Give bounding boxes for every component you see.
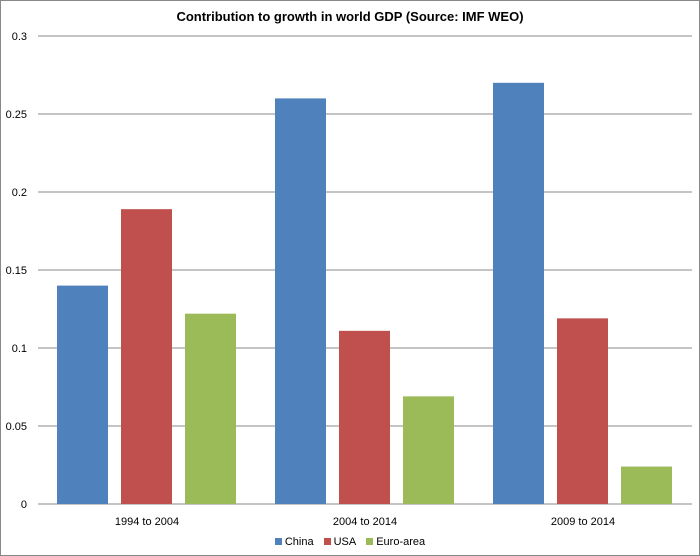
bar-china-2 [275, 98, 326, 505]
legend-item: China [274, 536, 314, 548]
legend: China USA Euro-area [0, 536, 700, 548]
y-tick-label: 0.2 [12, 187, 27, 199]
y-tick-label: 0.25 [6, 109, 27, 121]
bar-usa-2 [339, 330, 390, 504]
bar-euro-area-2 [403, 396, 454, 504]
bar-china-3 [493, 82, 544, 505]
y-tick-label: 0.15 [6, 265, 27, 277]
x-tick-label: 1994 to 2004 [115, 516, 179, 528]
legend-swatch [274, 538, 282, 545]
bar-china-1 [57, 285, 108, 504]
x-tick-label: 2009 to 2014 [551, 516, 615, 528]
y-tick-label: 0.3 [12, 31, 27, 43]
chart-title: Contribution to growth in world GDP (Sou… [176, 9, 524, 24]
legend-label: China [284, 536, 314, 548]
legend-label: USA [333, 536, 357, 548]
legend-swatch [366, 538, 374, 545]
bar-usa-3 [557, 318, 608, 504]
legend-label: Euro-area [376, 536, 426, 548]
y-tick-label: 0.1 [12, 343, 27, 355]
y-tick-label: 0 [21, 499, 27, 511]
legend-item: USA [323, 536, 357, 548]
bar-euro-area-1 [185, 313, 236, 504]
x-tick-label: 2004 to 2014 [333, 516, 397, 528]
bar-euro-area-3 [621, 466, 672, 504]
legend-swatch [323, 538, 331, 545]
bar-usa-1 [121, 209, 172, 504]
y-tick-label: 0.05 [6, 421, 27, 433]
legend-item: Euro-area [366, 536, 425, 548]
